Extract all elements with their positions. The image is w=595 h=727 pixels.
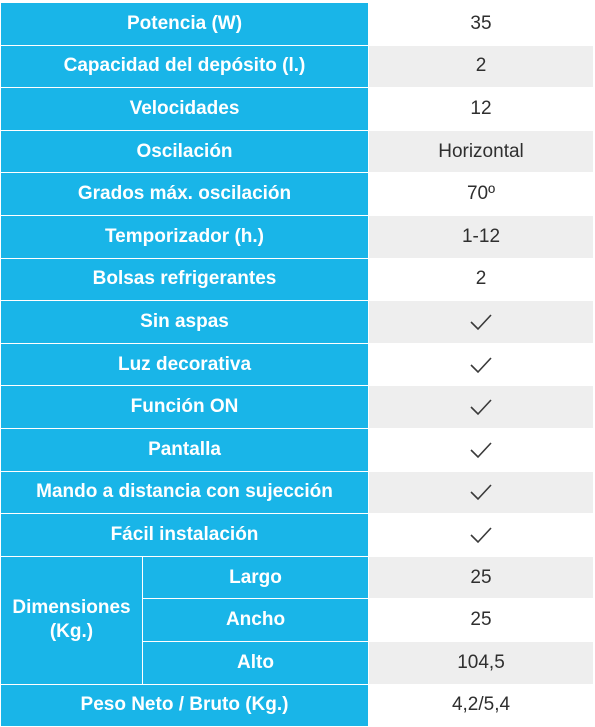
spec-row: Bolsas refrigerantes 2 xyxy=(0,257,594,302)
spec-label-velocidades: Velocidades xyxy=(0,87,369,131)
dimensions-label-line1: Dimensiones xyxy=(12,597,131,619)
spec-row: Mando a distancia con sujección xyxy=(0,470,594,515)
spec-label-mando: Mando a distancia con sujección xyxy=(0,470,369,515)
spec-row: Luz decorativa xyxy=(0,342,594,387)
spec-value-peso: 4,2/5,4 xyxy=(368,683,594,727)
spec-row: Temporizador (h.) 1-12 xyxy=(0,214,594,259)
check-icon xyxy=(470,484,492,501)
check-icon xyxy=(470,399,492,416)
spec-row: Función ON xyxy=(0,385,594,429)
spec-row-dimension: Dimensiones (Kg.) Largo 25 xyxy=(0,555,594,685)
dimension-label-alto: Alto xyxy=(142,640,369,685)
spec-row: Fácil instalación xyxy=(0,513,594,557)
spec-value-mando xyxy=(368,470,594,515)
spec-label-pantalla: Pantalla xyxy=(0,427,369,472)
spec-row: Oscilación Horizontal xyxy=(0,129,594,174)
spec-row: Peso Neto / Bruto (Kg.) 4,2/5,4 xyxy=(0,683,594,727)
spec-row: Pantalla xyxy=(0,427,594,472)
dimension-label-largo: Largo xyxy=(142,555,369,600)
dimension-value-largo: 25 xyxy=(368,555,594,600)
spec-label-instalacion: Fácil instalación xyxy=(0,513,369,557)
spec-value-bolsas: 2 xyxy=(368,257,594,302)
dimension-value-ancho: 25 xyxy=(368,598,594,642)
spec-label-bolsas: Bolsas refrigerantes xyxy=(0,257,369,302)
check-icon xyxy=(470,356,492,373)
spec-row-dimension: Alto 104,5 xyxy=(1,640,594,685)
spec-label-sin-aspas: Sin aspas xyxy=(0,300,369,344)
spec-label-potencia: Potencia (W) xyxy=(0,2,369,46)
dimensions-label: Dimensiones (Kg.) xyxy=(0,555,143,685)
spec-label-capacidad: Capacidad del depósito (l.) xyxy=(0,44,369,89)
spec-row: Grados máx. oscilación 70º xyxy=(0,172,594,216)
spec-row: Sin aspas xyxy=(0,300,594,344)
spec-label-funcion-on: Función ON xyxy=(0,385,369,429)
spec-value-pantalla xyxy=(368,427,594,472)
spec-label-grados: Grados máx. oscilación xyxy=(0,172,369,216)
spec-value-capacidad: 2 xyxy=(368,44,594,89)
check-icon xyxy=(470,314,492,331)
spec-label-oscilacion: Oscilación xyxy=(0,129,369,174)
spec-row: Potencia (W) 35 xyxy=(0,2,594,46)
spec-value-potencia: 35 xyxy=(368,2,594,46)
dimension-label-ancho: Ancho xyxy=(142,598,369,642)
spec-label-peso: Peso Neto / Bruto (Kg.) xyxy=(0,683,369,727)
spec-value-grados: 70º xyxy=(368,172,594,216)
check-icon xyxy=(470,527,492,544)
spec-value-temporizador: 1-12 xyxy=(368,214,594,259)
dimension-value-alto: 104,5 xyxy=(368,640,594,685)
spec-value-velocidades: 12 xyxy=(368,87,594,131)
spec-row: Velocidades 12 xyxy=(0,87,594,131)
spec-row-dimension: Ancho 25 xyxy=(1,598,594,642)
spec-value-funcion-on xyxy=(368,385,594,429)
spec-label-luz: Luz decorativa xyxy=(0,342,369,387)
check-icon xyxy=(470,442,492,458)
spec-row: Capacidad del depósito (l.) 2 xyxy=(0,44,594,89)
spec-value-oscilacion: Horizontal xyxy=(368,129,594,174)
dimensions-label-line2: (Kg.) xyxy=(49,621,94,643)
spec-value-instalacion xyxy=(368,513,594,557)
spec-label-temporizador: Temporizador (h.) xyxy=(0,214,369,259)
spec-value-luz xyxy=(368,342,594,387)
spec-value-sin-aspas xyxy=(368,300,594,344)
